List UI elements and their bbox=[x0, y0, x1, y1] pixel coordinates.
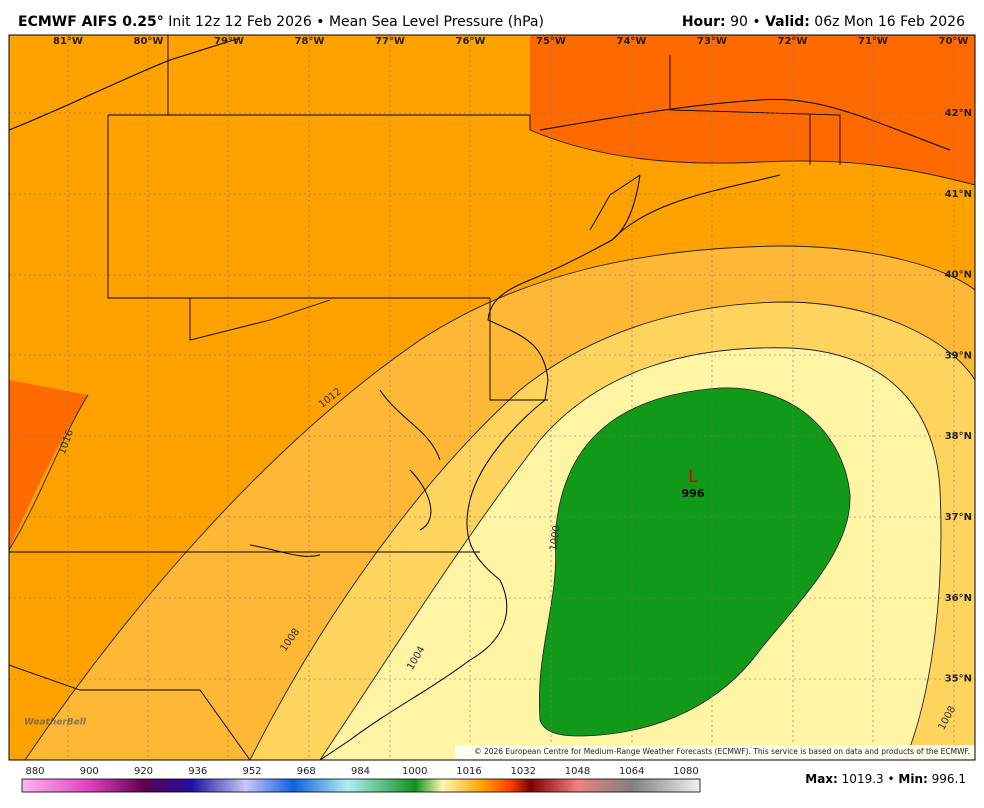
lon-labels: 81°W 80°W 79°W 78°W 77°W 76°W 75°W 74°W 73°W 72°W… bbox=[53, 36, 968, 47]
min: 996.1 bbox=[932, 772, 966, 786]
colorbar-label: 900 bbox=[80, 766, 99, 777]
colorbar-label: 1000 bbox=[402, 766, 427, 777]
colorbar-label: 968 bbox=[297, 766, 316, 777]
footer-stats: Max: 1019.3 • Min: 996.1 bbox=[805, 772, 966, 786]
init: Init 12z 12 Feb 2026 bbox=[168, 14, 312, 30]
colorbar bbox=[21, 778, 701, 793]
lat-label: 35°N bbox=[945, 674, 972, 685]
header-title: ECMWF AIFS 0.25° Init 12z 12 Feb 2026 • … bbox=[18, 14, 544, 30]
colorbar-label: 1016 bbox=[456, 766, 481, 777]
lon-label: 80°W bbox=[134, 36, 164, 47]
lat-label: 37°N bbox=[945, 512, 972, 523]
copyright: © 2026 European Centre for Medium-Range … bbox=[474, 747, 970, 756]
valid: 06z Mon 16 Feb 2026 bbox=[814, 14, 965, 30]
separator: • bbox=[888, 772, 895, 786]
max-label: Max: bbox=[805, 772, 838, 786]
lat-label: 41°N bbox=[945, 189, 972, 200]
hour: 90 bbox=[730, 14, 748, 30]
colorbar-label: 920 bbox=[134, 766, 153, 777]
separator: • bbox=[316, 14, 324, 30]
hour-label: Hour: bbox=[682, 14, 726, 30]
header-valid: Hour: 90 • Valid: 06z Mon 16 Feb 2026 bbox=[682, 14, 965, 30]
lon-label: 73°W bbox=[697, 36, 727, 47]
map: 1016 1012 1008 1004 1000 1008 L 996 Weat… bbox=[9, 35, 975, 760]
band-1020 bbox=[9, 380, 88, 550]
lon-label: 72°W bbox=[778, 36, 808, 47]
separator: • bbox=[752, 14, 760, 30]
lat-label: 39°N bbox=[945, 350, 972, 361]
colorbar-ticks: 880 900 920 936 952 968 984 1000 1016 1032 1048 106… bbox=[25, 766, 698, 777]
lon-label: 81°W bbox=[53, 36, 83, 47]
valid-label: Valid: bbox=[765, 14, 810, 30]
lon-label: 70°W bbox=[939, 36, 969, 47]
colorbar-label: 1080 bbox=[673, 766, 698, 777]
map-frame bbox=[8, 34, 976, 761]
colorbar-label: 1064 bbox=[619, 766, 644, 777]
low-value: 996 bbox=[682, 487, 705, 500]
lat-label: 42°N bbox=[945, 108, 972, 119]
lon-label: 75°W bbox=[536, 36, 566, 47]
colorbar-label: 952 bbox=[242, 766, 261, 777]
graticule bbox=[9, 35, 975, 760]
max: 1019.3 bbox=[842, 772, 884, 786]
min-label: Min: bbox=[898, 772, 927, 786]
low-center bbox=[538, 387, 851, 737]
colorbar-label: 984 bbox=[351, 766, 370, 777]
colorbar-label: 1032 bbox=[511, 766, 536, 777]
band-1020 bbox=[530, 35, 975, 185]
field: Mean Sea Level Pressure (hPa) bbox=[329, 14, 544, 30]
lat-label: 40°N bbox=[945, 270, 972, 281]
contour-label: 1000 bbox=[548, 525, 562, 552]
colorbar-label: 936 bbox=[188, 766, 207, 777]
lon-label: 78°W bbox=[295, 36, 325, 47]
lon-label: 76°W bbox=[456, 36, 486, 47]
credit-logo: WeatherBell bbox=[24, 718, 87, 728]
colorbar-label: 880 bbox=[25, 766, 44, 777]
lon-label: 74°W bbox=[617, 36, 647, 47]
lon-label: 71°W bbox=[858, 36, 888, 47]
lon-label: 77°W bbox=[375, 36, 405, 47]
colorbar-label: 1048 bbox=[565, 766, 590, 777]
lon-label: 79°W bbox=[214, 36, 244, 47]
lat-labels: 42°N 41°N 40°N 39°N 38°N 37°N 36°N 35°N bbox=[945, 108, 972, 685]
lat-label: 36°N bbox=[945, 593, 972, 604]
model: ECMWF AIFS 0.25° bbox=[18, 14, 164, 30]
low-symbol: L bbox=[688, 466, 698, 487]
lat-label: 38°N bbox=[945, 431, 972, 442]
